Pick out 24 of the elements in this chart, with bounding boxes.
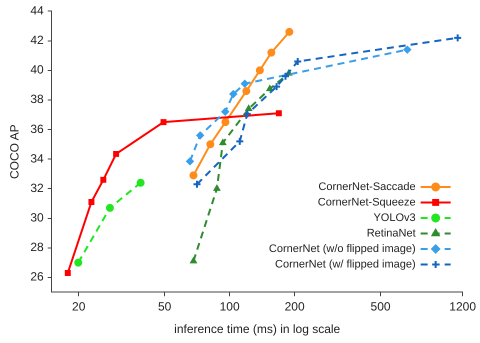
y-tick-label: 36 — [30, 122, 44, 136]
y-tick-label: 40 — [30, 62, 44, 77]
y-tick-label: 42 — [30, 33, 44, 48]
y-tick-label: 38 — [30, 92, 44, 106]
y-tick-label: 28 — [30, 240, 44, 254]
x-tick-label: 20 — [72, 300, 86, 314]
x-tick-label: 50 — [158, 300, 172, 314]
x-tick-label: 500 — [370, 300, 391, 314]
legend-label: CornerNet (w/ flipped image) — [275, 258, 416, 270]
legend-label: CornerNet-Saccade — [318, 180, 416, 193]
x-tick-label: 1200 — [449, 300, 476, 314]
y-axis-title: COCO AP — [8, 124, 22, 180]
legend-label: CornerNet (w/o flipped image) — [268, 242, 416, 255]
legend-label: YOLOv3 — [373, 212, 416, 224]
y-tick-label: 32 — [30, 180, 44, 195]
x-tick-label: 100 — [220, 300, 240, 314]
legend-label: CornerNet-Squeeze — [318, 196, 416, 208]
y-tick-label: 26 — [30, 270, 44, 284]
y-tick-label: 30 — [30, 210, 44, 225]
y-tick-label: 44 — [30, 4, 44, 18]
x-axis-title: inference time (ms) in log scale — [174, 322, 341, 336]
legend-label: RetinaNet — [366, 227, 416, 240]
y-tick-label: 34 — [30, 151, 44, 166]
x-tick-label: 200 — [284, 300, 305, 314]
